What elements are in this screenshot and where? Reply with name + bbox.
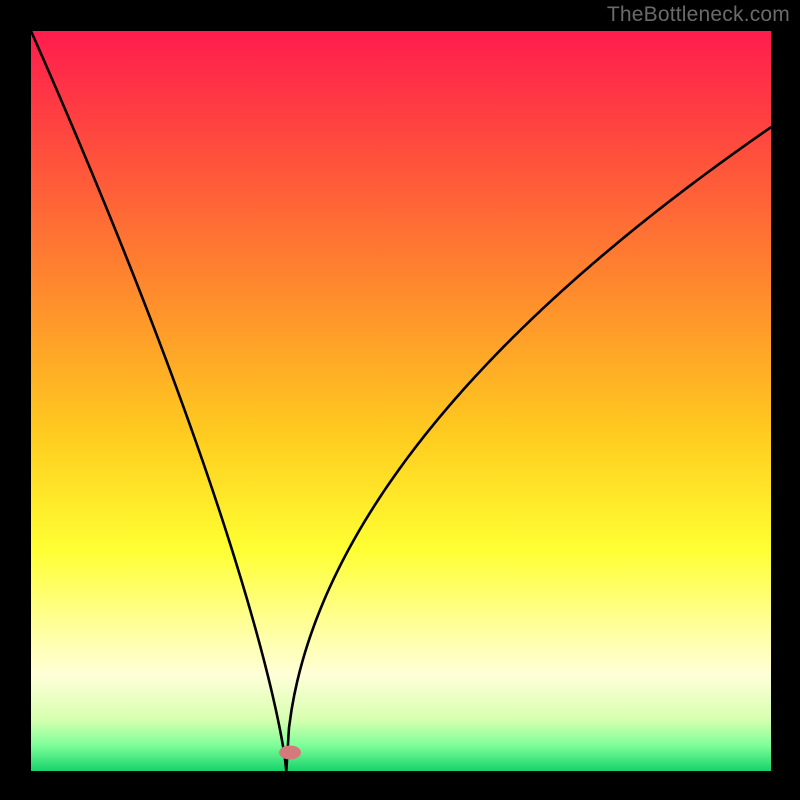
bottleneck-chart bbox=[0, 0, 800, 800]
chart-container: TheBottleneck.com bbox=[0, 0, 800, 800]
plot-area bbox=[31, 31, 771, 771]
optimal-point-marker bbox=[279, 746, 301, 760]
watermark-text: TheBottleneck.com bbox=[607, 3, 790, 27]
